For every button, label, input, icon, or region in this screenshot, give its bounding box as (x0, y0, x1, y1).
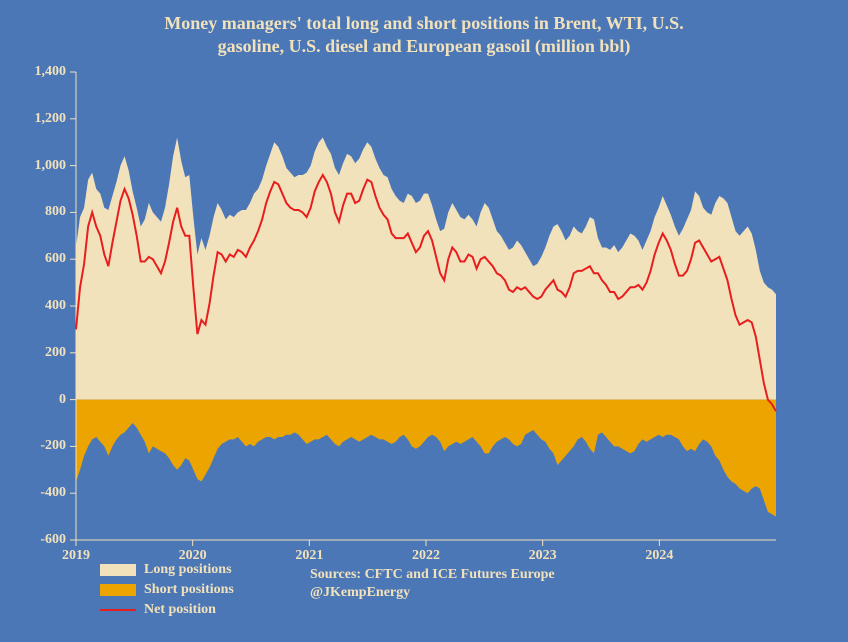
sources-line-2: @JKempEnergy (310, 585, 410, 600)
y-axis-label: 1,400 (35, 64, 67, 80)
sources-line-1: Sources: CFTC and ICE Futures Europe (310, 567, 555, 582)
legend-label-net: Net position (144, 602, 216, 618)
chart-container: Money managers' total long and short pos… (0, 0, 848, 642)
y-axis-label: 1,200 (35, 111, 67, 127)
legend-item-long: Long positions (100, 562, 234, 578)
y-axis-label: 400 (45, 298, 66, 314)
y-axis-label: 600 (45, 251, 66, 267)
long-area (76, 138, 776, 400)
legend-item-net: Net position (100, 602, 234, 618)
y-axis-label: 800 (45, 204, 66, 220)
legend-item-short: Short positions (100, 582, 234, 598)
legend-swatch-short (100, 584, 136, 596)
y-axis-label: 1,000 (35, 158, 67, 174)
y-axis-label: 200 (45, 345, 66, 361)
x-axis-label: 2024 (645, 548, 673, 564)
y-axis-label: 0 (59, 392, 66, 408)
sources: Sources: CFTC and ICE Futures Europe @JK… (310, 566, 555, 602)
legend-swatch-net (100, 609, 136, 611)
legend-label-long: Long positions (144, 562, 232, 578)
y-axis-label: -600 (40, 532, 66, 548)
legend-swatch-long (100, 564, 136, 576)
plot-svg (0, 0, 848, 642)
x-axis-label: 2019 (62, 548, 90, 564)
x-axis-label: 2023 (529, 548, 557, 564)
y-axis-label: -200 (40, 438, 66, 454)
legend-label-short: Short positions (144, 582, 234, 598)
x-axis-label: 2022 (412, 548, 440, 564)
y-axis-label: -400 (40, 485, 66, 501)
legend: Long positions Short positions Net positio… (100, 562, 234, 622)
y-axis-labels: -600 -400 -200 0 200 400 600 800 1,000 1,200 1,400 (0, 0, 66, 642)
short-area (76, 400, 776, 517)
x-axis-label: 2021 (295, 548, 323, 564)
